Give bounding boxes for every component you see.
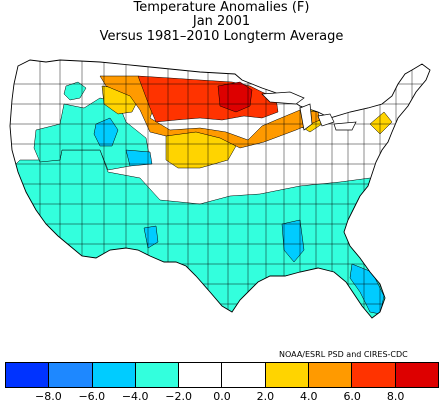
anomaly-region-wyoming-blue <box>93 117 119 147</box>
title-baseline: Versus 1981–2010 Longterm Average <box>99 29 344 44</box>
legend-tick-label: 4.0 <box>300 390 318 401</box>
legend-tick-label: −4.0 <box>121 390 149 401</box>
title-main: Temperature Anomalies (F) <box>133 0 310 15</box>
legend-tick-label: −8.0 <box>35 390 62 401</box>
data-credit: NOAA/ESRL PSD and CIRES-CDC <box>279 350 408 359</box>
division-boundaries <box>10 60 430 318</box>
anomaly-region-pacific-nw-cyan <box>63 81 87 101</box>
anomaly-region-minnesota-darkred <box>217 81 253 113</box>
legend-swatch <box>92 363 136 387</box>
anomaly-region-newengland-yellow <box>369 111 393 135</box>
legend-swatch <box>222 363 266 387</box>
anomaly-region-texas-blue <box>143 225 159 249</box>
great-lakes <box>261 91 357 131</box>
legend-tick-label: −6.0 <box>78 390 106 401</box>
legend-swatch <box>135 363 180 387</box>
anomaly-region-mississippi-blue <box>281 219 305 263</box>
legend-swatch <box>352 363 396 387</box>
legend-tick-label: 8.0 <box>386 390 405 401</box>
legend-swatch <box>265 363 310 387</box>
legend-tick-label: 2.0 <box>256 390 275 401</box>
legend-tick-label: −2.0 <box>165 390 192 401</box>
legend-swatch <box>309 363 353 387</box>
legend-swatch <box>179 363 223 387</box>
legend-swatch <box>49 363 93 387</box>
legend-swatch <box>395 363 438 387</box>
legend-tick-label: 0.0 <box>213 390 231 401</box>
title-date: Jan 2001 <box>192 14 251 29</box>
us-climate-division-map <box>9 59 431 319</box>
legend-tick-label: 6.0 <box>343 390 361 401</box>
legend-swatch <box>6 363 50 387</box>
color-legend-bar <box>5 362 439 388</box>
